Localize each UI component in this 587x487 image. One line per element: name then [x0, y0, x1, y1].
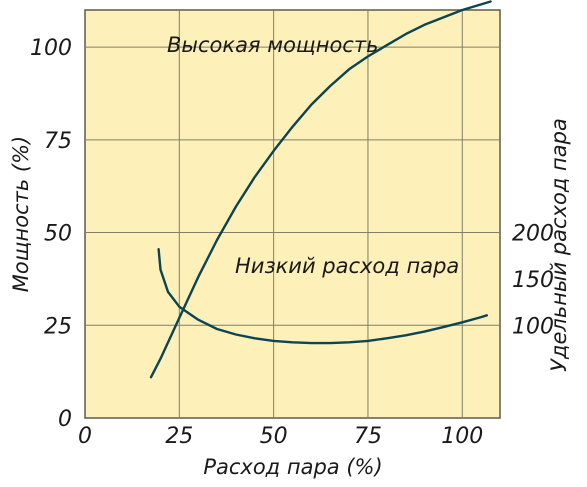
series-line-low-steam — [157, 247, 488, 345]
plot-area — [84, 9, 501, 419]
x-tick-label: 25 — [165, 424, 193, 449]
tick-labels: 0 25 50 75 100 0 25 50 75 100 100 150 200 — [30, 36, 554, 449]
y-tick-label: 25 — [44, 314, 72, 339]
x-tick-label: 75 — [354, 424, 382, 449]
series-label-low-steam: Низкий расход пара — [235, 254, 459, 278]
grid-lines — [85, 10, 500, 418]
y-tick-label: 75 — [44, 129, 72, 154]
y2-tick-label: 200 — [512, 222, 554, 247]
y2-tick-label: 150 — [512, 268, 554, 293]
x-tick-label: 0 — [78, 424, 92, 449]
y-axis-title: Мощность (%) — [9, 136, 33, 293]
x-axis-title: Расход пара (%) — [203, 455, 382, 479]
y-tick-label: 50 — [44, 222, 72, 247]
series-line-high-power — [149, 0, 492, 379]
series-label-high-power: Высокая мощность — [167, 33, 378, 57]
y-tick-label: 0 — [58, 407, 72, 432]
x-tick-label: 100 — [441, 424, 483, 449]
y-tick-label: 100 — [30, 36, 72, 61]
y2-tick-label: 100 — [512, 314, 554, 339]
x-tick-label: 50 — [260, 424, 288, 449]
curves — [149, 0, 492, 379]
y2-axis-title: Удельный расход пара — [547, 118, 571, 372]
